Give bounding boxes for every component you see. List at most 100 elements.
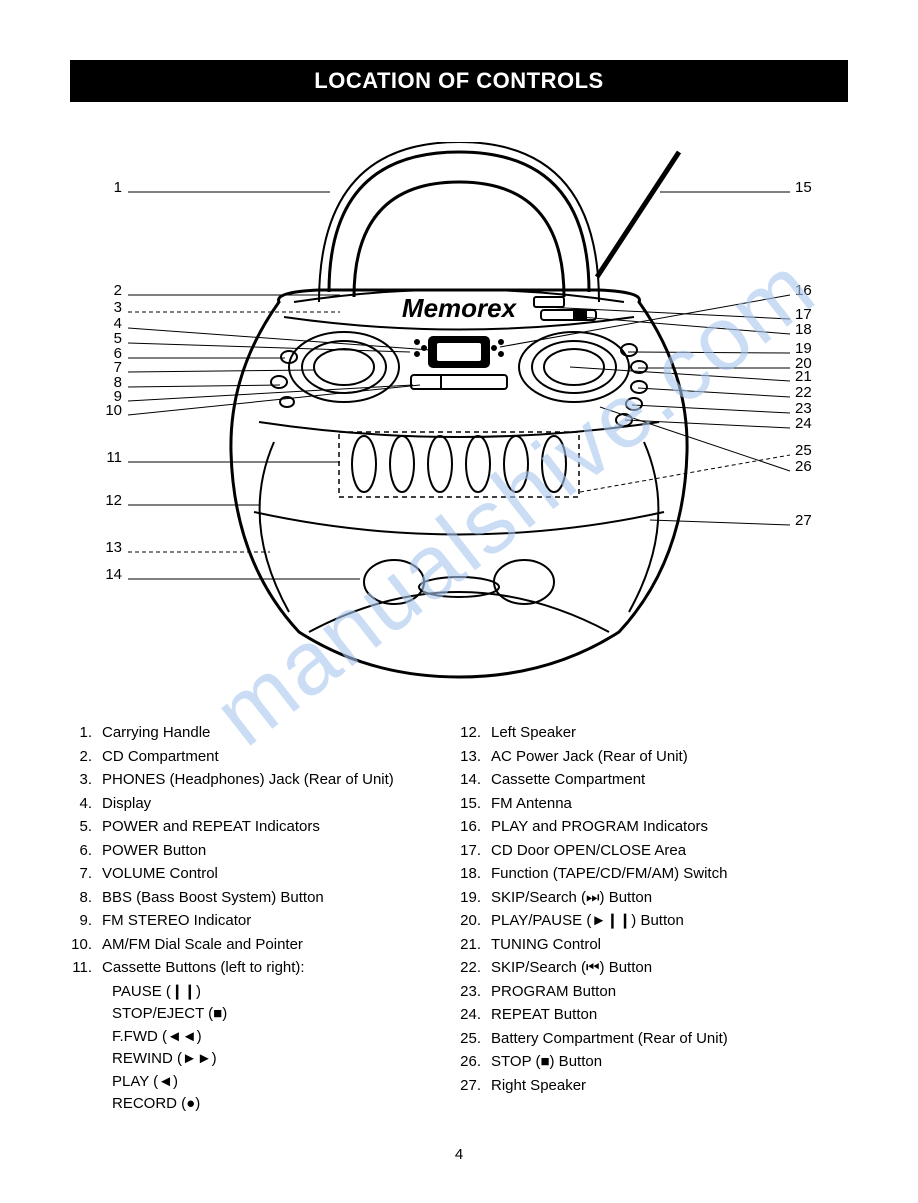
legend-text: Battery Compartment (Rear of Unit): [491, 1028, 848, 1051]
legend-number: 3.: [70, 769, 102, 792]
legend-text: Cassette Compartment: [491, 769, 848, 792]
legend-item: 2.CD Compartment: [70, 746, 459, 769]
legend-text: REPEAT Button: [491, 1004, 848, 1027]
page-number: 4: [70, 1146, 848, 1163]
legend-item: 27.Right Speaker: [459, 1075, 848, 1098]
legend-item: 22.SKIP/Search (⏮) Button: [459, 957, 848, 980]
legend-number: 4.: [70, 793, 102, 816]
callout-number: 16: [795, 282, 812, 299]
legend-sub-item: RECORD (●): [70, 1093, 459, 1116]
legend-item: 4.Display: [70, 793, 459, 816]
legend-text: AM/FM Dial Scale and Pointer: [102, 934, 459, 957]
legend-number: 8.: [70, 887, 102, 910]
legend-item: 5.POWER and REPEAT Indicators: [70, 816, 459, 839]
legend-text: VOLUME Control: [102, 863, 459, 886]
callout-number: 11: [100, 449, 122, 466]
legend-item: 10.AM/FM Dial Scale and Pointer: [70, 934, 459, 957]
legend-number: 15.: [459, 793, 491, 816]
legend-text: Function (TAPE/CD/FM/AM) Switch: [491, 863, 848, 886]
legend-item: 14.Cassette Compartment: [459, 769, 848, 792]
callout-number: 15: [795, 179, 812, 196]
legend-number: 12.: [459, 722, 491, 745]
legend-text: PROGRAM Button: [491, 981, 848, 1004]
legend-item: 16.PLAY and PROGRAM Indicators: [459, 816, 848, 839]
legend-number: 25.: [459, 1028, 491, 1051]
legend-text: PHONES (Headphones) Jack (Rear of Unit): [102, 769, 459, 792]
legend-number: 23.: [459, 981, 491, 1004]
legend-number: 7.: [70, 863, 102, 886]
callout-number: 13: [100, 539, 122, 556]
legend-number: 22.: [459, 957, 491, 980]
legend-number: 18.: [459, 863, 491, 886]
legend-number: 9.: [70, 910, 102, 933]
legend-item: 24.REPEAT Button: [459, 1004, 848, 1027]
legend-item: 7.VOLUME Control: [70, 863, 459, 886]
header-title: LOCATION OF CONTROLS: [314, 68, 603, 93]
callout-number: 25: [795, 442, 812, 459]
legend-item: 1.Carrying Handle: [70, 722, 459, 745]
legend-text: PLAY/PAUSE (►❙❙) Button: [491, 910, 848, 933]
legend-text: POWER and REPEAT Indicators: [102, 816, 459, 839]
legend-text: FM STEREO Indicator: [102, 910, 459, 933]
legend-item: 21.TUNING Control: [459, 934, 848, 957]
diagram-container: Memorex: [70, 142, 848, 702]
callout-number: 3: [100, 299, 122, 316]
legend-right-column: 12.Left Speaker13.AC Power Jack (Rear of…: [459, 722, 848, 1116]
legend-sub-item: PAUSE (❙❙): [70, 981, 459, 1004]
legend-item: 12.Left Speaker: [459, 722, 848, 745]
legend-number: 2.: [70, 746, 102, 769]
legend-item: 19.SKIP/Search (⏭) Button: [459, 887, 848, 910]
legend-item: 13.AC Power Jack (Rear of Unit): [459, 746, 848, 769]
legend-item: 3.PHONES (Headphones) Jack (Rear of Unit…: [70, 769, 459, 792]
legend-item: 11.Cassette Buttons (left to right):: [70, 957, 459, 980]
legend-left-column: 1.Carrying Handle2.CD Compartment3.PHONE…: [70, 722, 459, 1116]
legend-text: CD Compartment: [102, 746, 459, 769]
legend-number: 16.: [459, 816, 491, 839]
legend-number: 5.: [70, 816, 102, 839]
legend-text: BBS (Bass Boost System) Button: [102, 887, 459, 910]
legend-item: 6.POWER Button: [70, 840, 459, 863]
legend-text: CD Door OPEN/CLOSE Area: [491, 840, 848, 863]
legend-text: FM Antenna: [491, 793, 848, 816]
legend-item: 15.FM Antenna: [459, 793, 848, 816]
legend-sub-item: STOP/EJECT (■): [70, 1003, 459, 1026]
legend-text: POWER Button: [102, 840, 459, 863]
callout-number: 21: [795, 368, 812, 385]
legend-item: 20.PLAY/PAUSE (►❙❙) Button: [459, 910, 848, 933]
legend-text: Left Speaker: [491, 722, 848, 745]
callout-number: 22: [795, 384, 812, 401]
legend-number: 21.: [459, 934, 491, 957]
callout-number: 14: [100, 566, 122, 583]
legend-item: 9.FM STEREO Indicator: [70, 910, 459, 933]
callout-number: 12: [100, 492, 122, 509]
legend-number: 14.: [459, 769, 491, 792]
legend-text: Display: [102, 793, 459, 816]
legend-item: 23.PROGRAM Button: [459, 981, 848, 1004]
legend-number: 17.: [459, 840, 491, 863]
legend-number: 20.: [459, 910, 491, 933]
callout-number: 26: [795, 458, 812, 475]
legend-text: Right Speaker: [491, 1075, 848, 1098]
boombox-diagram: Memorex: [179, 142, 739, 682]
legend-number: 26.: [459, 1051, 491, 1074]
legend-number: 6.: [70, 840, 102, 863]
legend-number: 1.: [70, 722, 102, 745]
callout-number: 27: [795, 512, 812, 529]
callout-number: 10: [100, 402, 122, 419]
callout-number: 2: [100, 282, 122, 299]
brand-label: Memorex: [402, 293, 518, 323]
section-header: LOCATION OF CONTROLS: [70, 60, 848, 102]
legend-text: SKIP/Search (⏭) Button: [491, 887, 848, 910]
callout-number: 1: [100, 179, 122, 196]
legend-text: TUNING Control: [491, 934, 848, 957]
legend-item: 25.Battery Compartment (Rear of Unit): [459, 1028, 848, 1051]
legend-text: STOP (■) Button: [491, 1051, 848, 1074]
legend-sub-item: PLAY (◄): [70, 1071, 459, 1094]
legend-item: 18.Function (TAPE/CD/FM/AM) Switch: [459, 863, 848, 886]
legend-number: 24.: [459, 1004, 491, 1027]
callout-number: 18: [795, 321, 812, 338]
legend-item: 8.BBS (Bass Boost System) Button: [70, 887, 459, 910]
legend-number: 10.: [70, 934, 102, 957]
legend-number: 11.: [70, 957, 102, 980]
legend-text: Carrying Handle: [102, 722, 459, 745]
